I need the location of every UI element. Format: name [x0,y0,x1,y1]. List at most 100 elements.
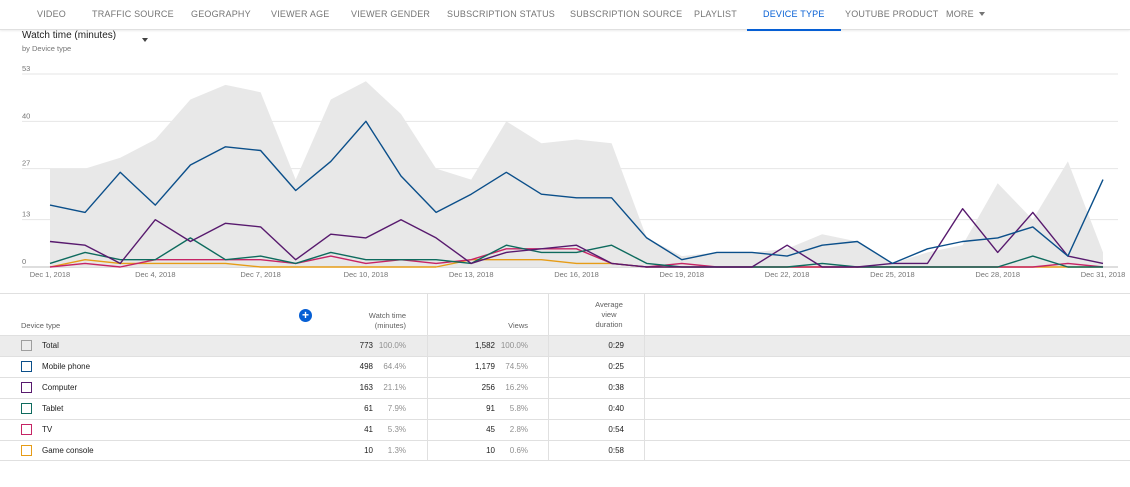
tab-subscription-source[interactable]: SUBSCRIPTION SOURCE [570,9,683,19]
tab-playlist[interactable]: PLAYLIST [694,9,737,19]
series-line-tablet [49,237,1103,268]
row-device-name: Total [42,341,59,350]
row-views: 1,582 [474,341,495,350]
y-tick-label: 40 [22,111,30,120]
row-watch-pct: 64.4% [383,362,406,371]
tab-traffic-source[interactable]: TRAFFIC SOURCE [92,9,174,19]
tab-geography[interactable]: GEOGRAPHY [191,9,251,19]
report-tabs: VIDEO TRAFFIC SOURCE GEOGRAPHY VIEWER AG… [0,0,1130,31]
row-avg-duration: 0:38 [608,383,624,392]
x-tick-label: Dec 1, 2018 [30,270,70,279]
series-checkbox[interactable] [21,403,32,414]
header-avg-line3: duration [595,320,623,329]
tab-video[interactable]: VIDEO [37,9,67,19]
row-views-pct: 0.6% [509,446,528,455]
x-tick-label: Dec 16, 2018 [554,270,599,279]
dropdown-caret-icon [142,38,148,42]
series-checkbox[interactable] [21,445,32,456]
y-tick-label: 13 [22,210,30,219]
row-device-name: Computer [42,383,78,392]
row-avg-duration: 0:40 [608,404,624,413]
row-views: 91 [486,404,495,413]
row-views-pct: 100.0% [500,341,528,350]
tab-more-label: MORE [946,9,974,19]
tab-youtube-product[interactable]: YOUTUBE PRODUCT [845,9,939,19]
row-watch-time: 10 [364,446,373,455]
row-watch-pct: 5.3% [387,425,406,434]
row-views: 256 [481,383,495,392]
series-line-computer [49,207,1104,268]
metric-sublabel: by Device type [22,44,72,53]
series-checkbox[interactable] [21,340,32,351]
x-tick-label: Dec 7, 2018 [240,270,280,279]
row-views-pct: 74.5% [505,362,528,371]
series-checkbox[interactable] [21,424,32,435]
row-watch-time: 773 [359,341,373,350]
row-views-pct: 2.8% [509,425,528,434]
header-avg-line2: view [601,310,617,319]
header-watch-time[interactable]: Watch time (minutes) [340,311,406,331]
device-type-table: Device type + Watch time (minutes) Views… [0,293,1130,461]
header-average-view-duration[interactable]: Average view duration [584,300,634,330]
row-watch-time: 498 [359,362,373,371]
header-watch-time-line2: (minutes) [374,321,406,330]
header-avg-line1: Average [595,300,623,309]
x-tick-label: Dec 19, 2018 [659,270,704,279]
table-row-tablet[interactable]: Tablet 61 7.9% 91 5.8% 0:40 [0,398,1130,419]
row-device-name: Mobile phone [42,362,91,371]
row-watch-pct: 21.1% [383,383,406,392]
row-watch-time: 163 [359,383,373,392]
row-watch-pct: 1.3% [387,446,406,455]
row-avg-duration: 0:29 [608,341,624,350]
tab-viewer-gender[interactable]: VIEWER GENDER [351,9,431,19]
table-row-game-console[interactable]: Game console 10 1.3% 10 0.6% 0:58 [0,440,1130,461]
row-views-pct: 5.8% [509,404,528,413]
add-metric-button[interactable]: + [299,309,312,322]
x-tick-label: Dec 25, 2018 [870,270,915,279]
series-checkbox[interactable] [21,361,32,372]
header-watch-time-line1: Watch time [368,311,406,320]
metric-label: Watch time (minutes) [22,30,117,41]
metric-selector[interactable]: Watch time (minutes) [22,30,148,42]
tab-subscription-status[interactable]: SUBSCRIPTION STATUS [447,9,555,19]
y-tick-label: 53 [22,64,30,73]
column-divider [548,294,549,461]
header-device-type[interactable]: Device type [21,321,61,330]
tab-device-type[interactable]: DEVICE TYPE [747,0,841,31]
row-watch-time: 61 [364,404,373,413]
column-divider [644,294,645,461]
tab-viewer-age[interactable]: VIEWER AGE [271,9,330,19]
row-watch-pct: 7.9% [387,404,406,413]
table-row-computer[interactable]: Computer 163 21.1% 256 16.2% 0:38 [0,377,1130,398]
header-views[interactable]: Views [508,321,528,330]
row-watch-pct: 100.0% [378,341,406,350]
series-checkbox[interactable] [21,382,32,393]
table-row-tv[interactable]: TV 41 5.3% 45 2.8% 0:54 [0,419,1130,440]
column-divider [427,294,428,461]
row-avg-duration: 0:58 [608,446,624,455]
x-tick-label: Dec 22, 2018 [765,270,810,279]
row-views: 10 [486,446,495,455]
x-tick-label: Dec 4, 2018 [135,270,175,279]
x-tick-label: Dec 31, 2018 [1081,270,1126,279]
caret-down-icon [978,12,985,16]
table-row-mobile-phone[interactable]: Mobile phone 498 64.4% 1,179 74.5% 0:25 [0,356,1130,377]
x-tick-label: Dec 13, 2018 [449,270,494,279]
table-header: Device type + Watch time (minutes) Views… [0,294,1130,335]
tab-more[interactable]: MORE [946,0,985,30]
y-tick-label: 0 [22,257,26,266]
row-views: 1,179 [474,362,495,371]
row-device-name: Game console [42,446,94,455]
table-row-total[interactable]: Total 773 100.0% 1,582 100.0% 0:29 [0,335,1130,356]
row-views: 45 [486,425,495,434]
row-watch-time: 41 [364,425,373,434]
row-avg-duration: 0:54 [608,425,624,434]
row-views-pct: 16.2% [505,383,528,392]
row-device-name: TV [42,425,53,434]
series-line-mobile-phone [49,120,1104,265]
x-tick-label: Dec 10, 2018 [344,270,389,279]
row-device-name: Tablet [42,404,64,413]
x-tick-label: Dec 28, 2018 [975,270,1020,279]
total-area [50,81,1103,267]
y-tick-label: 27 [22,159,30,168]
